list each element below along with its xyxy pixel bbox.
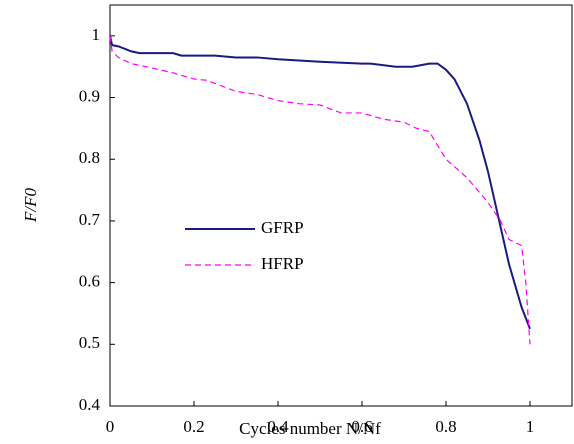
x-tick-label: 1 [526,417,535,436]
y-tick-label: 1 [92,25,101,44]
x-tick-label: 0.8 [435,417,456,436]
y-tick-label: 0.6 [79,272,100,291]
legend-label: HFRP [261,254,304,273]
y-tick-label: 0.9 [79,86,100,105]
y-tick-label: 0.4 [79,395,101,414]
x-tick-label: 0.2 [183,417,204,436]
y-tick-label: 0.8 [79,148,100,167]
data-line [109,35,531,330]
y-tick-label: 0.7 [79,210,101,229]
x-tick-label: 0 [106,417,115,436]
y-tick-label: 0.5 [79,333,100,352]
legend-label: GFRP [261,218,304,237]
y-axis-label: F/F0 [21,188,40,223]
x-tick-label: 0.4 [267,417,289,436]
x-axis-label: Cycles number N/Nf [239,419,381,438]
plot-frame [109,4,573,407]
data-line [109,35,531,345]
x-tick-label: 0.6 [351,417,372,436]
